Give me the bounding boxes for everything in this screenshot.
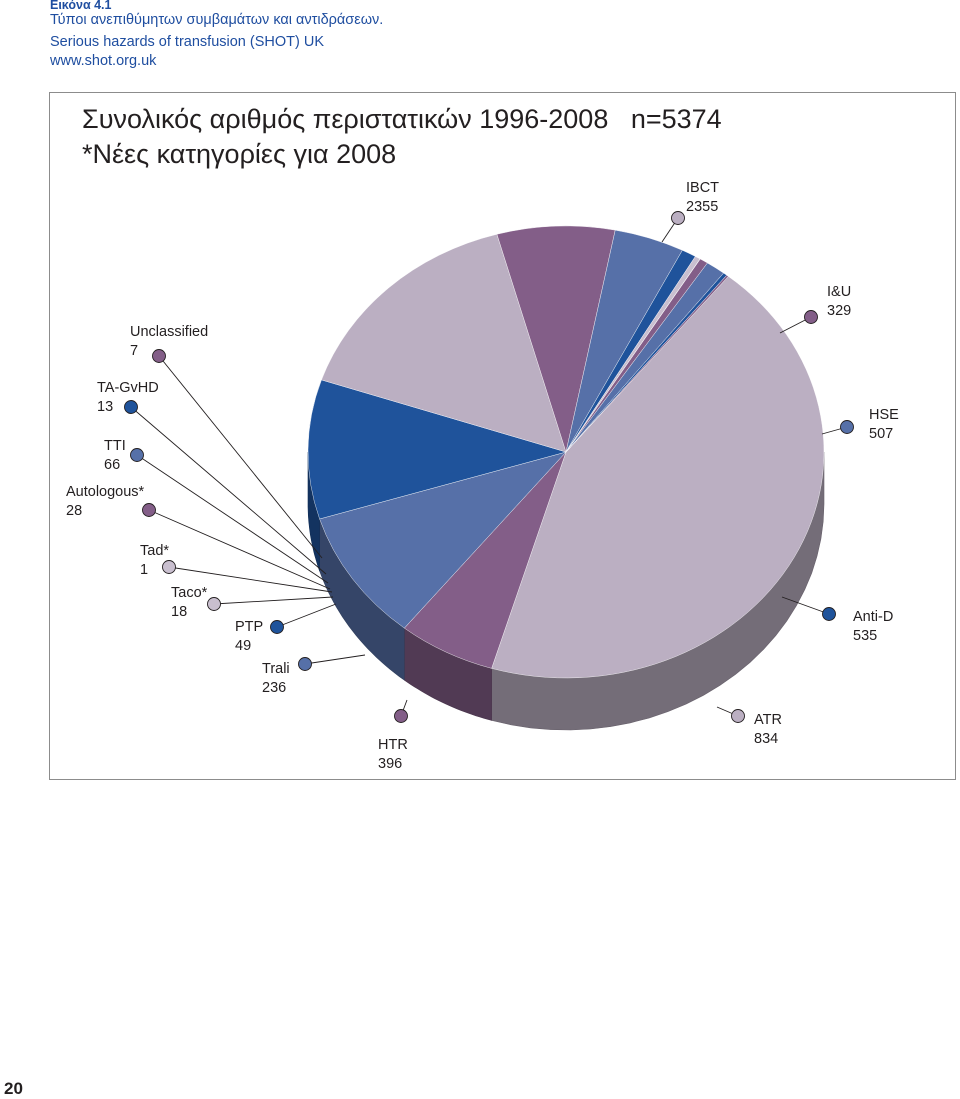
callout-dot-i-u bbox=[804, 310, 818, 324]
leader-line-ptp bbox=[276, 603, 337, 628]
slice-value-atr: 834 bbox=[754, 731, 778, 747]
slice-value-taco: 18 bbox=[171, 604, 187, 620]
pie-slice-atr bbox=[321, 234, 567, 453]
slice-label-autologous: Autologous* bbox=[66, 484, 145, 500]
leader-line-anti-d bbox=[781, 596, 830, 615]
slice-label-tti: TTI bbox=[104, 438, 126, 454]
slice-label-atr: ATR bbox=[754, 712, 782, 728]
page-number: 20 bbox=[4, 1079, 23, 1098]
callout-dot-ptp bbox=[270, 620, 284, 634]
figure-number: Εικόνα 4.1 bbox=[50, 0, 112, 12]
leader-line-ta-gvhd bbox=[130, 406, 327, 575]
slice-label-ta-gvhd: TA-GvHD bbox=[97, 380, 159, 396]
slice-label-anti-d: Anti-D bbox=[853, 609, 893, 625]
callout-dot-ta-gvhd bbox=[124, 400, 138, 414]
pie-slice-ibct bbox=[491, 276, 825, 679]
slice-value-hse: 507 bbox=[869, 426, 893, 442]
slice-value-tad: 1 bbox=[140, 562, 148, 578]
slice-value-anti-d: 535 bbox=[853, 628, 877, 644]
callout-dot-tad bbox=[162, 560, 176, 574]
callout-dot-autologous bbox=[142, 503, 156, 517]
chart-subtitle: *Νέες κατηγορίες για 2008 bbox=[82, 139, 397, 169]
callout-dot-taco bbox=[207, 597, 221, 611]
caption-url: www.shot.org.uk bbox=[50, 53, 157, 69]
callout-dot-atr bbox=[731, 709, 745, 723]
callout-dot-unclassified bbox=[152, 349, 166, 363]
slice-label-taco: Taco* bbox=[171, 585, 208, 601]
slice-label-trali: Trali bbox=[262, 661, 290, 677]
leader-line-trali bbox=[304, 654, 366, 665]
slice-value-ptp: 49 bbox=[235, 638, 251, 654]
slice-label-htr: HTR bbox=[378, 737, 408, 753]
leader-line-autologous bbox=[148, 509, 331, 590]
slice-label-ptp: PTP bbox=[235, 619, 263, 635]
slice-value-ta-gvhd: 13 bbox=[97, 399, 113, 415]
slice-value-autologous: 28 bbox=[66, 503, 82, 519]
leader-line-taco bbox=[213, 596, 334, 605]
slice-label-ibct: IBCT bbox=[686, 180, 719, 196]
leader-line-tad bbox=[168, 566, 333, 593]
slice-label-tad: Tad* bbox=[140, 543, 169, 559]
callout-dot-ibct bbox=[671, 211, 685, 225]
pie-slice-anti-d bbox=[307, 379, 567, 520]
callout-dot-trali bbox=[298, 657, 312, 671]
slice-value-i-u: 329 bbox=[827, 303, 851, 319]
slice-label-hse: HSE bbox=[869, 407, 899, 423]
callout-dot-anti-d bbox=[822, 607, 836, 621]
slice-value-trali: 236 bbox=[262, 680, 286, 696]
caption-source: Serious hazards of transfusion (SHOT) UK bbox=[50, 34, 324, 50]
chart-title: Συνολικός αριθμός περιστατικών 1996-2008… bbox=[82, 104, 722, 134]
callout-dot-htr bbox=[394, 709, 408, 723]
callout-dot-tti bbox=[130, 448, 144, 462]
pie-callouts: IBCT 2355 I&U 329 HSE 507 Anti-D 535 ATR 834 HTR 39… bbox=[66, 180, 899, 772]
slice-value-htr: 396 bbox=[378, 756, 402, 772]
pie-slice-htr bbox=[496, 225, 616, 453]
leader-line-unclassified bbox=[158, 355, 323, 559]
slice-value-unclassified: 7 bbox=[130, 343, 138, 359]
pie-top-faces bbox=[307, 225, 825, 679]
slice-label-unclassified: Unclassified bbox=[130, 324, 208, 340]
caption-title-greek: Τύποι ανεπιθύμητων συμβαμάτων και αντιδρ… bbox=[50, 12, 384, 28]
slice-value-ibct: 2355 bbox=[686, 199, 718, 215]
leader-line-tti bbox=[136, 454, 329, 584]
callout-dot-hse bbox=[840, 420, 854, 434]
chart-frame bbox=[49, 92, 956, 780]
pie-slice-unclassified bbox=[565, 274, 729, 453]
slice-label-i-u: I&U bbox=[827, 284, 851, 300]
slice-value-tti: 66 bbox=[104, 457, 120, 473]
pie-slice-hse bbox=[319, 451, 567, 629]
